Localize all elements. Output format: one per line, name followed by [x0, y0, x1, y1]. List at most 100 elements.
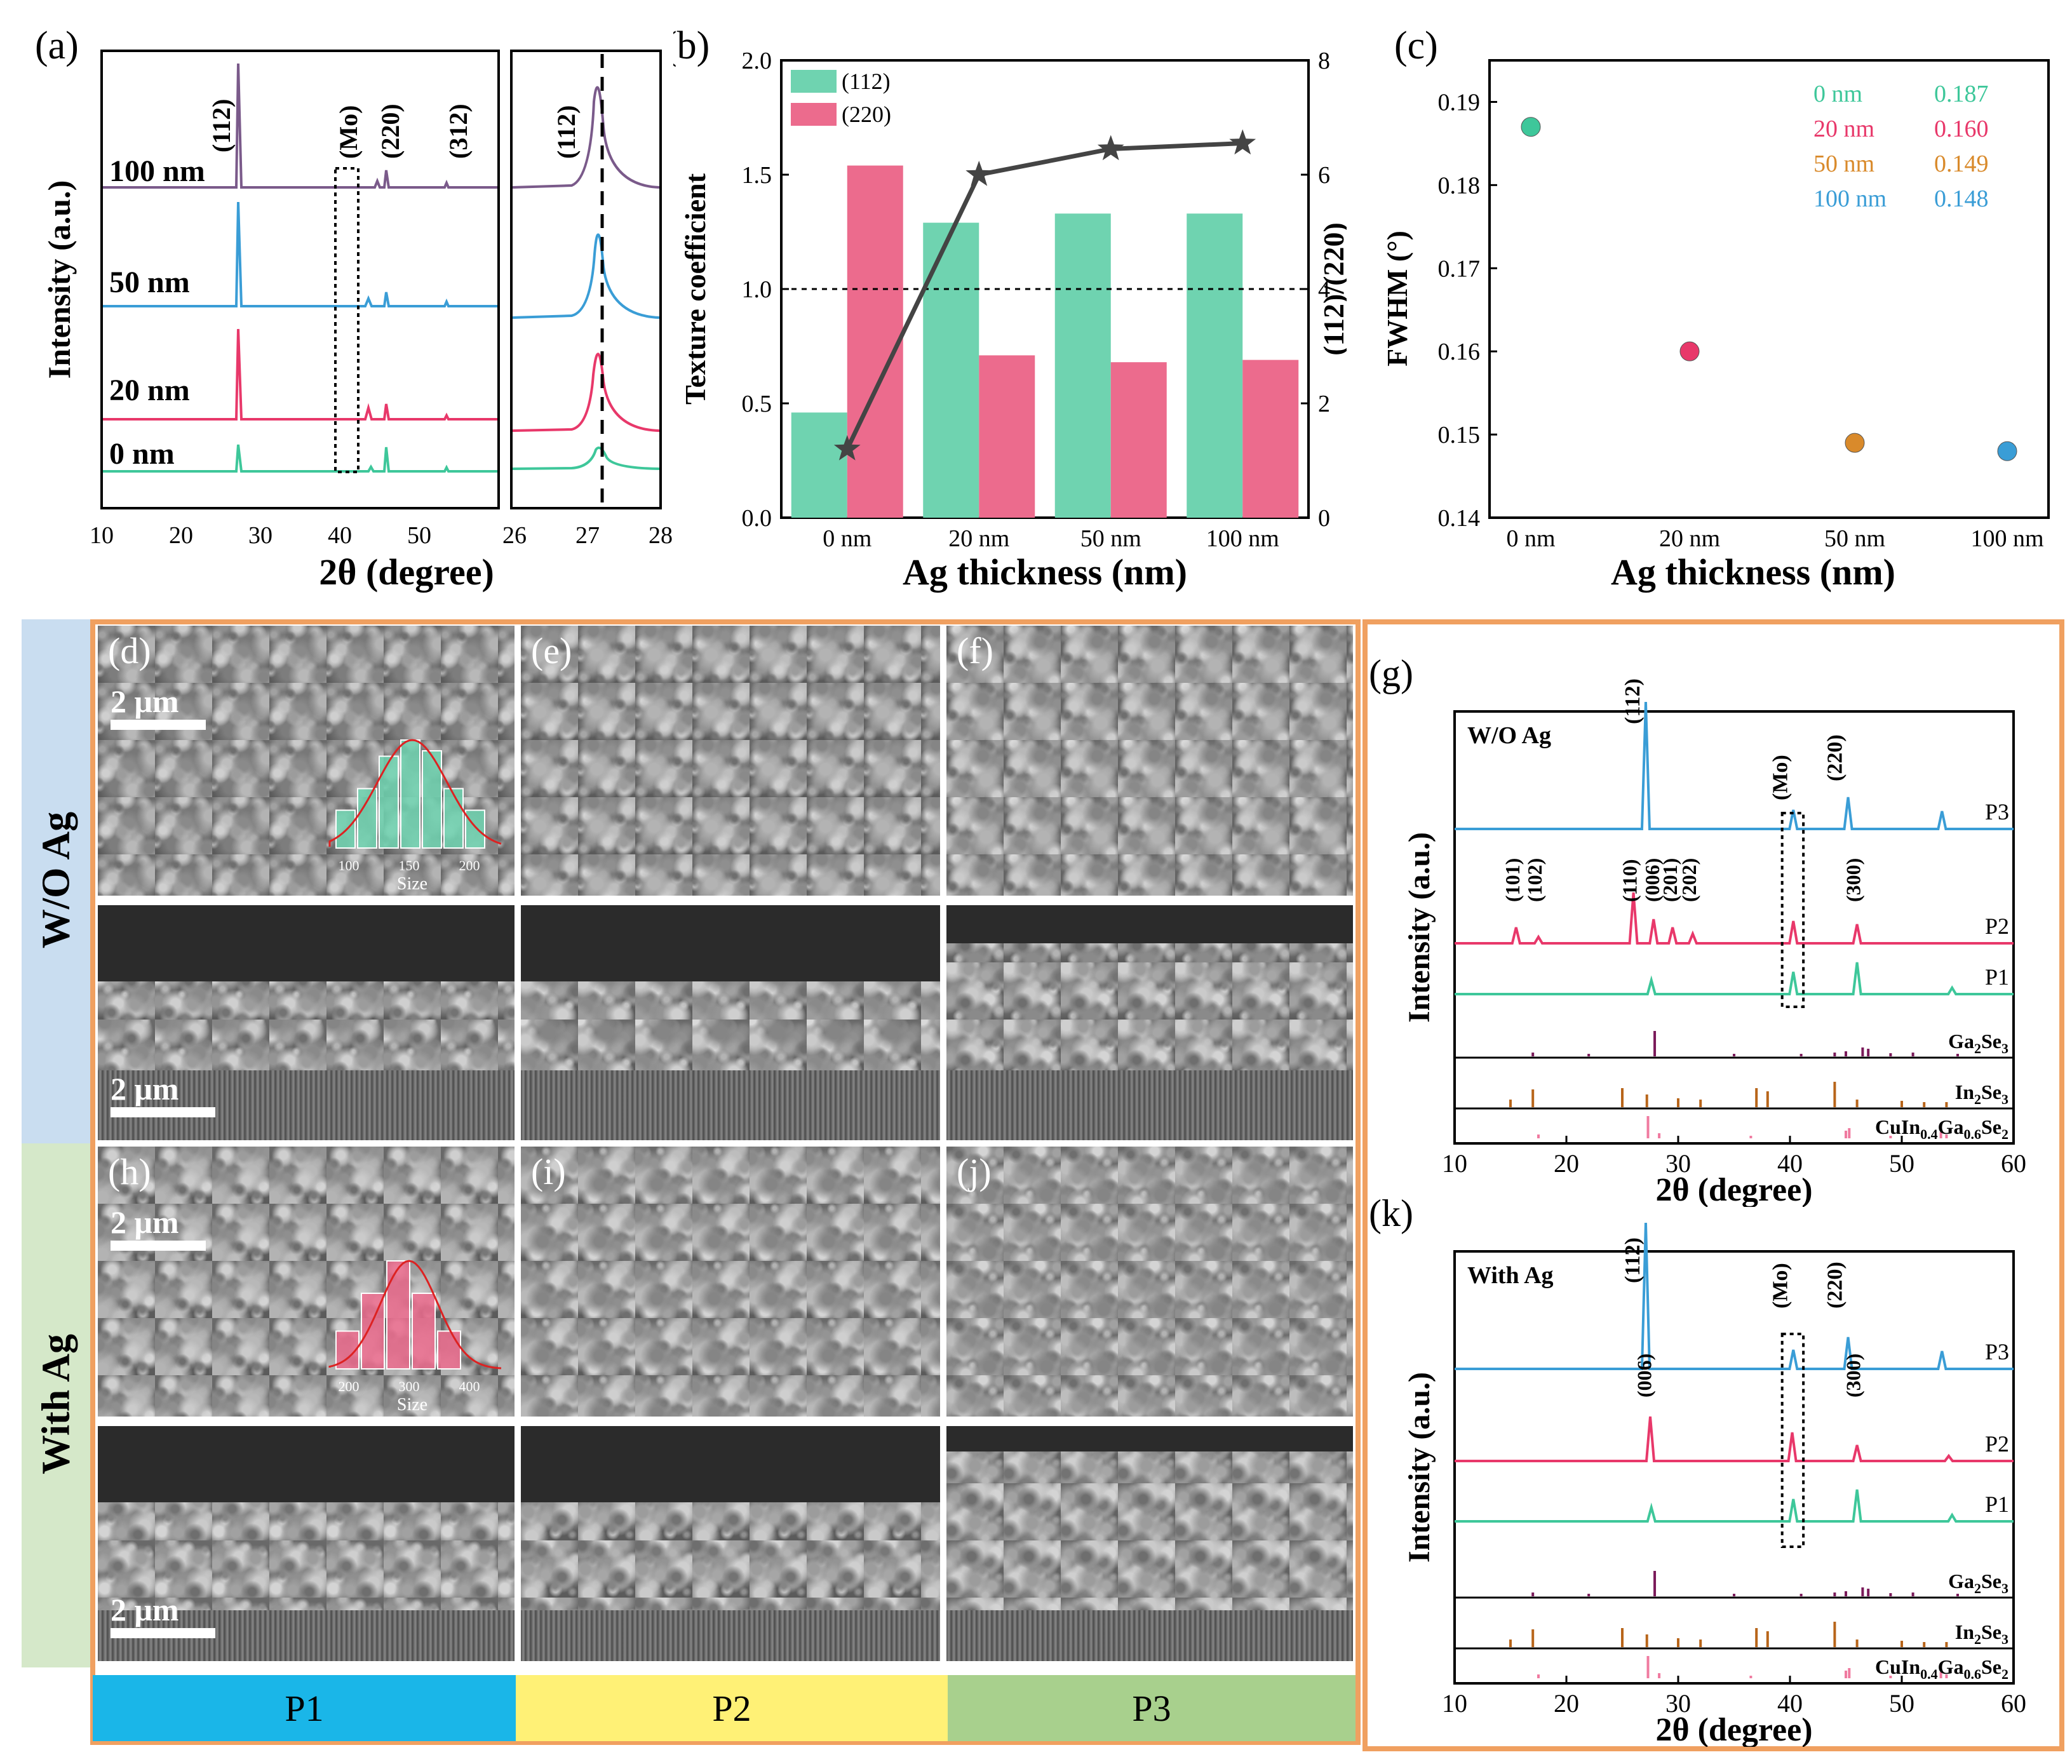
sem-top-view-1-0: (h) 2 μm 200 300 400 Size [98, 1147, 515, 1417]
xrd-xtick-label: 10 [1442, 1149, 1467, 1178]
b-ratio-star-2 [1097, 135, 1124, 161]
scale-bar-line [111, 1241, 206, 1251]
scale-bar: 2 μm [111, 1591, 215, 1638]
xrd-series-label-P3: P3 [1985, 1339, 2009, 1364]
a-sample-50: 50 nm [109, 266, 190, 299]
b-y2tick-label: 6 [1318, 162, 1330, 189]
sem-cross-section-1-2 [946, 1426, 1353, 1661]
panel-b: (b) Texture coefficient (112)/(220) Ag t… [673, 24, 1347, 593]
a-sample-0: 0 nm [109, 437, 175, 471]
sem-top-view-0-2: (f) [946, 626, 1353, 896]
a-trace-50 [103, 201, 497, 307]
sem-panel-label: (i) [531, 1151, 566, 1192]
sem-cross-section-background [98, 1426, 515, 1502]
panel-b-y2label: (112)/(220) [1317, 222, 1347, 356]
xrd-xtick-label: 40 [1777, 1689, 1803, 1718]
c-ytick-label: 0.14 [1438, 505, 1481, 532]
c-point-2 [1845, 433, 1865, 453]
panel-a-xticks: 10 20 30 40 50 26 27 28 [90, 522, 673, 549]
xrd-annotation: With Ag [1467, 1262, 1554, 1289]
xrd-ylabel: Intensity (a.u.) [1403, 1372, 1436, 1563]
c-legend-value: 0.149 [1934, 151, 1989, 177]
scale-bar: 2 μm [111, 1070, 215, 1117]
histogram-fit-curve [328, 739, 502, 847]
b-bar-112-3 [1187, 213, 1243, 518]
sem-top-view-1-1: (i) [521, 1147, 940, 1417]
b-legend-label-220: (220) [842, 102, 891, 127]
panel-a-xlabel: 2θ (degree) [319, 551, 494, 593]
scale-bar: 2 μm [111, 683, 206, 730]
b-bar-220-1 [979, 355, 1035, 518]
b-ratio-star-3 [1229, 129, 1256, 155]
xrd-ref-label-in2se3: In2Se3 [1955, 1081, 2008, 1107]
scale-bar-label: 2 μm [111, 1071, 179, 1107]
scale-bar-label: 2 μm [111, 1592, 179, 1627]
c-point-3 [1997, 441, 2017, 461]
b-ytick-label: 0.5 [742, 391, 772, 417]
b-xtick-label: 100 nm [1206, 525, 1279, 552]
histogram-tick-label: 200 [339, 1378, 360, 1394]
phase-label-p2: P2 [712, 1687, 751, 1729]
a-tick-27: 27 [575, 522, 600, 549]
xrd-ref-label-ga2se3: Ga2Se3 [1948, 1570, 2008, 1596]
a-tick-20: 20 [169, 522, 193, 549]
xrd-peak-label-p2: (102) [1523, 858, 1546, 902]
b-y2tick-label: 8 [1318, 48, 1330, 74]
a-mo-box [334, 167, 360, 473]
sem-cross-section-background [946, 1426, 1353, 1451]
sem-cross-section-1-0: 2 μm [98, 1426, 515, 1661]
xrd-peak-label-p3: (112) [1621, 678, 1645, 724]
xrd-mo-box [1780, 812, 1805, 1008]
xrd-series-label-P2: P2 [1985, 913, 2009, 939]
b-ytick-label: 1.0 [742, 276, 772, 303]
xrd-peak-label-p3: (112) [1621, 1237, 1645, 1283]
scale-bar: 2 μm [111, 1204, 206, 1251]
b-y2tick-label: 0 [1318, 505, 1330, 532]
phase-bar-p3: P3 [948, 1675, 1356, 1741]
histogram-axis-label: Size [397, 874, 427, 894]
xrd-peak-label-p2: (110) [1618, 859, 1641, 902]
scale-bar-line [111, 1628, 215, 1638]
sem-panel-label: (d) [108, 630, 151, 671]
xrd-xlabel: 2θ (degree) [1655, 1712, 1812, 1747]
xrd-peak-label-p3: (Mo) [1768, 1263, 1792, 1309]
sem-substrate-layer [98, 1070, 515, 1140]
panel-k: (k) With Ag Intensity (a.u.) 2θ (degree) 10 2… [1369, 1194, 2026, 1747]
xrd-series-label-P3: P3 [1985, 799, 2009, 825]
a-sample-100: 100 nm [109, 154, 205, 188]
c-legend-value: 0.160 [1934, 116, 1989, 142]
a-right-trace-50 [512, 233, 660, 319]
xrd-peak-label-p2: (300) [1842, 1354, 1865, 1397]
sem-cross-section-0-2 [946, 905, 1353, 1140]
xrd-xtick-label: 30 [1665, 1689, 1691, 1718]
a-tick-28: 28 [649, 522, 673, 549]
panel-a-left-frame [100, 50, 500, 509]
b-bar-220-0 [847, 165, 903, 518]
b-bar-112-2 [1054, 213, 1111, 518]
sem-frame [90, 619, 1361, 1745]
a-tick-50: 50 [407, 522, 431, 549]
a-tick-10: 10 [90, 522, 114, 549]
scale-bar-label: 2 μm [111, 1204, 179, 1240]
b-ratio-line [845, 141, 1243, 450]
xrd-panel-label: (k) [1369, 1194, 1413, 1234]
sem-section: W/O Ag With Ag (d) 2 μm 100 150 200 Size 2 μm(… [22, 619, 1367, 1750]
histogram-bar [400, 739, 420, 849]
xrd-trace-P3 [1455, 701, 2014, 830]
panel-b-legend: (112) (220) [791, 69, 891, 127]
xrd-section-frame [1362, 619, 2064, 1751]
c-xtick-label: 0 nm [1506, 525, 1555, 552]
histogram-bar [335, 809, 356, 849]
xrd-xtick-label: 40 [1777, 1149, 1803, 1178]
xrd-trace-P1 [1455, 962, 2014, 995]
size-histogram: 200 300 400 Size [328, 1260, 502, 1415]
a-trace-20 [103, 328, 497, 421]
a-peak-220: (220) [376, 104, 405, 159]
b-xtick-label: 20 nm [948, 525, 1009, 552]
a-tick-40: 40 [328, 522, 352, 549]
sem-cross-section-background [98, 905, 515, 981]
panel-c: (c) FWHM (°) Ag thickness (nm) 0.14 0.15 0… [1381, 24, 2050, 593]
xrd-xtick-label: 50 [1889, 1689, 1914, 1718]
sem-substrate-layer [521, 1070, 940, 1140]
b-legend-swatch-220 [791, 103, 837, 126]
